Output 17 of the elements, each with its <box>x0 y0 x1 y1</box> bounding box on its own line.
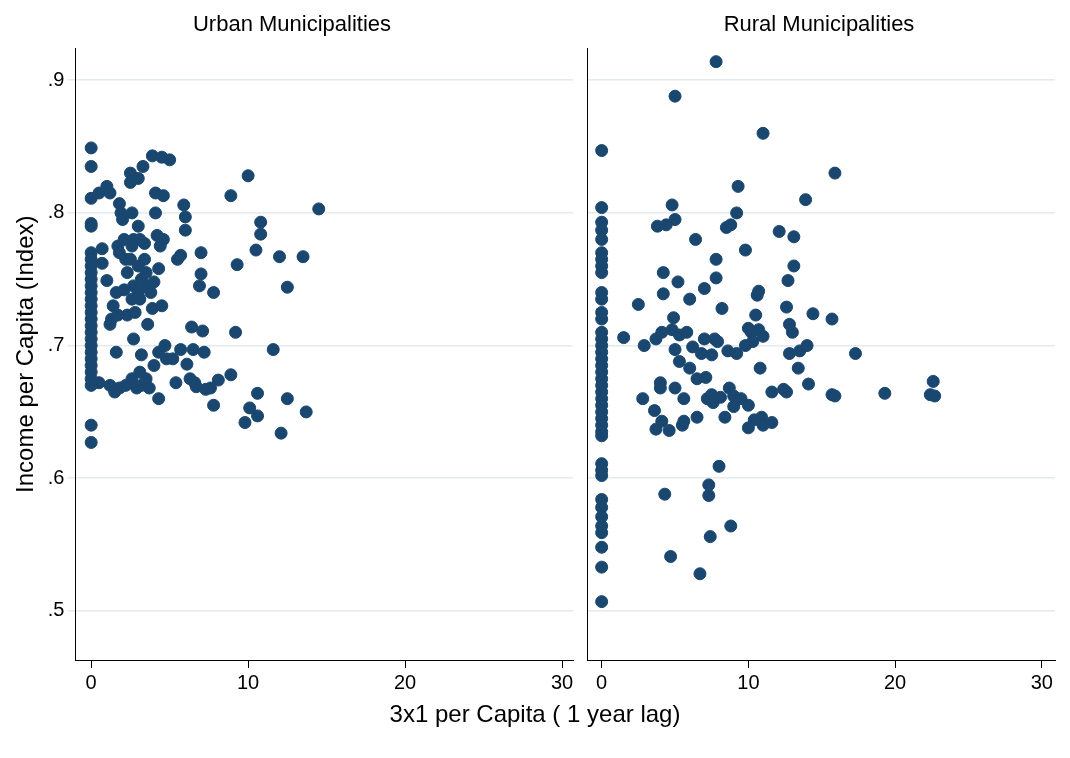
y-axis-title: Income per Capita (Index) <box>11 215 39 493</box>
y-tick-label: .8 <box>47 200 65 223</box>
x-tick-label: 10 <box>737 670 760 693</box>
x-tick-label: 0 <box>85 670 97 693</box>
y-tick-label: .9 <box>47 67 65 90</box>
x-tick-label: 0 <box>596 670 608 693</box>
x-axis-title: 3x1 per Capita ( 1 year lag) <box>388 700 682 728</box>
y-tick-label: .7 <box>47 333 65 356</box>
x-tick-label: 30 <box>550 670 574 693</box>
x-tick-label: 30 <box>1030 670 1053 693</box>
x-tick-label: 10 <box>237 670 260 693</box>
chart-title: Urban Municipalities <box>192 11 392 37</box>
x-tick-label: 20 <box>883 670 907 693</box>
chart-title: Rural Municipalities <box>723 11 915 37</box>
y-tick-label: .5 <box>47 598 65 621</box>
y-tick-label: .6 <box>47 465 65 488</box>
x-tick-label: 20 <box>393 670 417 693</box>
